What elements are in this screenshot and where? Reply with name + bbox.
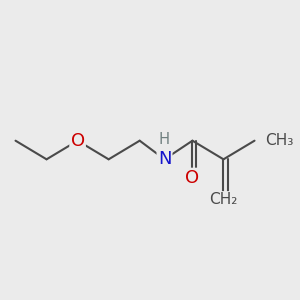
Text: N: N (158, 150, 171, 168)
Text: CH₂: CH₂ (209, 192, 238, 207)
Text: CH₃: CH₃ (266, 133, 294, 148)
Text: H: H (159, 132, 170, 147)
Text: O: O (185, 169, 200, 187)
Text: O: O (70, 132, 85, 150)
